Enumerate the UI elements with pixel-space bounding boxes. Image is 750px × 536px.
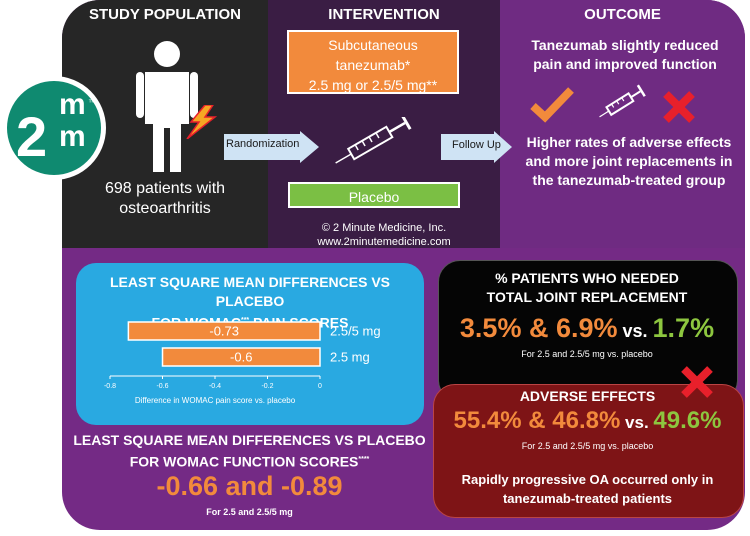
outcome-primary: Tanezumab slightly reduced pain and impr… <box>531 37 719 72</box>
randomization-label: Randomization <box>226 138 300 150</box>
population-header: STUDY POPULATION <box>89 6 241 23</box>
function-title-line-2: FOR WOMAC FUNCTION SCORES**** <box>129 453 370 470</box>
x-tick-label: -0.6 <box>156 383 168 390</box>
category-label: 2.5 mg <box>330 350 370 365</box>
joint-vs: vs. <box>617 321 653 341</box>
joint-value-placebo: 1.7% <box>652 313 715 343</box>
adverse-vs: vs. <box>620 413 654 432</box>
drug-line-1: Subcutaneous <box>328 37 418 53</box>
pain-scores-panel <box>76 263 424 425</box>
x-tick-label: 0 <box>318 383 322 390</box>
joint-title-line-1: % PATIENTS WHO NEEDED <box>495 270 679 286</box>
x-mark-icon <box>663 91 695 123</box>
function-panel-title: LEAST SQUARE MEAN DIFFERENCES VS PLACEBO… <box>62 431 437 472</box>
bar-value-label: -0.6 <box>230 350 252 365</box>
adverse-value-placebo: 49.6% <box>653 407 722 434</box>
syringe-icon-small <box>599 84 646 118</box>
placebo-box: Placebo <box>288 182 460 208</box>
intervention-header: INTERVENTION <box>328 6 440 23</box>
outcome-panel <box>500 0 745 248</box>
x-axis-label: Difference in WOMAC pain score vs. place… <box>135 396 296 405</box>
pain-chart: -0.73 2.5/5 mg -0.6 2.5 mg -0.8 -0.6 -0.4 -0.2 0… <box>104 321 381 405</box>
x-tick-label: -0.8 <box>104 383 116 390</box>
adverse-footer: Rapidly progressive OA occurred only in … <box>461 472 714 506</box>
logo: m 2 m ™ <box>7 81 101 175</box>
adverse-note: For 2.5 and 2.5/5 mg vs. placebo <box>521 441 654 451</box>
syringe-icon <box>335 117 412 164</box>
function-value: -0.66 and -0.89 <box>156 471 343 501</box>
function-title-line-1: LEAST SQUARE MEAN DIFFERENCES VS PLACEBO <box>73 432 426 448</box>
function-note: For 2.5 and 2.5/5 mg <box>206 507 293 517</box>
joint-note: For 2.5 and 2.5/5 mg vs. placebo <box>521 349 653 359</box>
outcome-header: OUTCOME <box>584 6 661 23</box>
adverse-value-main: 55.4% & 46.8% <box>453 407 621 434</box>
copyright-text: © 2 Minute Medicine, Inc. <box>321 222 447 234</box>
chart-bar <box>161 347 321 367</box>
randomization-arrow-icon <box>224 131 319 163</box>
joint-values: 3.5% & 6.9% vs. 1.7% <box>438 312 736 347</box>
pain-title-line-1: LEAST SQUARE MEAN DIFFERENCES VS PLACEBO <box>109 274 391 309</box>
bar-value-label: -0.73 <box>209 324 239 339</box>
tanezumab-box: Subcutaneous tanezumab* 2.5 mg or 2.5/5 … <box>287 30 459 94</box>
checkmark-icon <box>530 87 574 123</box>
adverse-values: 55.4% & 46.8% vs. 49.6% <box>433 406 742 438</box>
drug-line-3: 2.5 mg or 2.5/5 mg** <box>308 77 438 93</box>
follow-up-label: Follow Up <box>452 139 501 151</box>
pain-bolt-icon <box>186 105 218 139</box>
website-link[interactable]: www.2minutemedicine.com <box>317 236 451 248</box>
joint-value-main: 3.5% & 6.9% <box>459 313 618 343</box>
adverse-effects-panel <box>433 384 744 518</box>
x-tick-label: -0.2 <box>261 383 273 390</box>
chart-bar <box>127 321 321 341</box>
person-icon <box>136 41 198 172</box>
outcome-secondary: Higher rates of adverse effects and more… <box>525 134 733 188</box>
drug-line-2: tanezumab* <box>335 57 411 73</box>
x-mark-icon-adverse <box>681 366 713 398</box>
category-label: 2.5/5 mg <box>330 324 381 339</box>
joint-panel-title: % PATIENTS WHO NEEDED TOTAL JOINT REPLAC… <box>438 269 736 307</box>
x-tick-label: -0.4 <box>209 383 221 390</box>
population-text: 698 patients with osteoarthritis <box>104 180 226 217</box>
follow-up-arrow-icon <box>441 131 512 163</box>
credit-text: © 2 Minute Medicine, Inc. www.2minutemed… <box>268 221 500 249</box>
adverse-panel-title: ADVERSE EFFECTS <box>519 388 656 404</box>
joint-title-line-2: TOTAL JOINT REPLACEMENT <box>486 289 688 305</box>
